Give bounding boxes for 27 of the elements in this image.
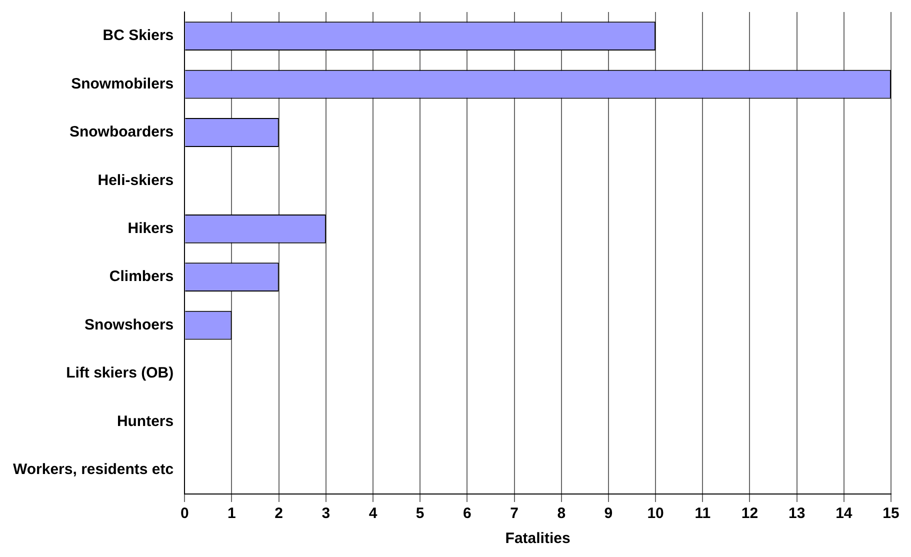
x-tick-label: 10 xyxy=(647,505,664,522)
x-tick-label: 13 xyxy=(788,505,806,522)
y-tick-label: Snowboarders xyxy=(69,124,174,141)
y-tick-label: Hikers xyxy=(128,220,174,238)
x-tick-label: 8 xyxy=(557,505,566,522)
x-tick-label: 4 xyxy=(368,505,378,522)
y-tick-label: Snowmobilers xyxy=(71,75,174,92)
x-tick-label: 12 xyxy=(741,505,758,522)
y-tick-label: Snowshoers xyxy=(84,316,174,334)
x-tick-label: 3 xyxy=(322,505,330,522)
x-tick-label: 1 xyxy=(228,505,236,522)
y-tick-label: BC Skiers xyxy=(102,27,174,44)
x-tick-label: 15 xyxy=(882,505,900,522)
x-tick-label: 11 xyxy=(694,505,711,522)
y-tick-label: Climbers xyxy=(109,268,174,286)
y-tick-label: Hunters xyxy=(116,412,174,430)
x-tick-label: 0 xyxy=(180,505,189,522)
x-tick-label: 6 xyxy=(463,505,472,522)
x-tick-label: 9 xyxy=(604,505,613,522)
x-tick-label: 2 xyxy=(274,505,283,522)
x-tick-label: 7 xyxy=(510,505,518,522)
x-tick-label: 14 xyxy=(836,505,853,522)
x-axis-title: Fatalities xyxy=(505,530,570,548)
y-tick-label: Lift skiers (OB) xyxy=(66,364,174,382)
y-tick-label: Workers, residents etc xyxy=(12,461,174,478)
y-tick-label: Heli-skiers xyxy=(98,172,174,189)
x-tick-label: 5 xyxy=(416,505,424,522)
